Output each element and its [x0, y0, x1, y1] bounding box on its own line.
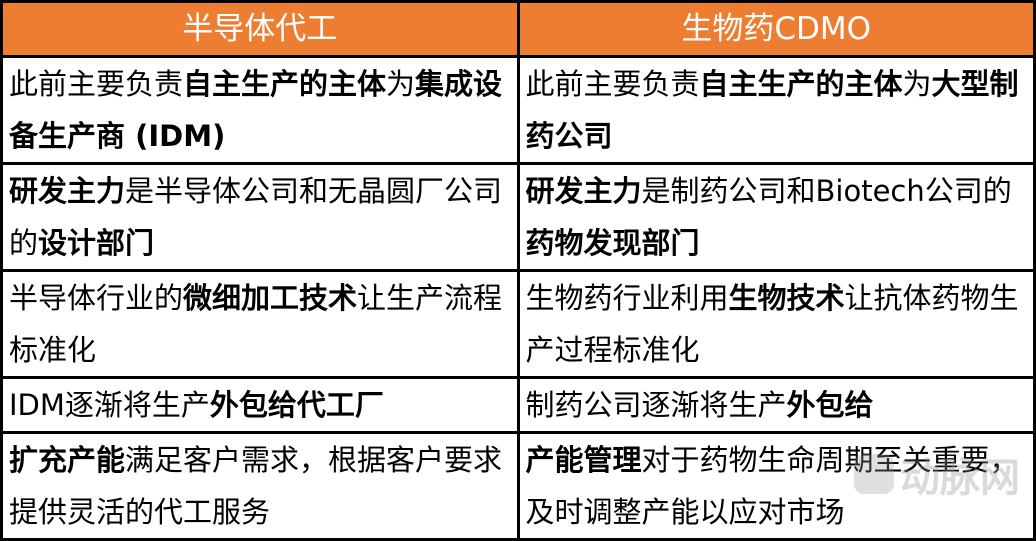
cell-biologics: 研发主力是制药公司和Biotech公司的药物发现部门	[516, 162, 1036, 272]
cell-semiconductor: 此前主要负责自主生产的主体为集成设备生产商 (IDM)	[0, 55, 520, 165]
text-segment: 半导体行业的	[9, 281, 184, 315]
text-segment: 生物药行业利用	[525, 281, 729, 315]
bold-text-segment: 药物发现部门	[525, 226, 700, 260]
bold-text-segment: 外包给	[786, 388, 874, 422]
table-row: 研发主力是半导体公司和无晶圆厂公司的设计部门 研发主力是制药公司和Biotech公…	[0, 162, 1036, 272]
cell-semiconductor: 扩充产能满足客户需求，根据客户要求提供灵活的代工服务	[0, 431, 520, 541]
text-segment: 让抗体药物生产过程标准化	[525, 281, 1019, 367]
bold-text-segment: 外包给代工厂	[209, 388, 384, 422]
bold-text-segment: 研发主力	[525, 174, 642, 208]
cell-biologics: 生物药行业利用生物技术让抗体药物生产过程标准化	[516, 269, 1036, 379]
table-row: 半导体行业的微细加工技术让生产流程标准化 生物药行业利用生物技术让抗体药物生产过程…	[0, 269, 1036, 379]
cell-semiconductor: 研发主力是半导体公司和无晶圆厂公司的设计部门	[0, 162, 520, 272]
table-row: IDM逐渐将生产外包给代工厂 制药公司逐渐将生产外包给	[0, 376, 1036, 434]
header-biologics-cdmo: 生物药CDMO	[516, 0, 1036, 58]
bold-text-segment: 微细加工技术	[183, 281, 358, 315]
table-row: 扩充产能满足客户需求，根据客户要求提供灵活的代工服务 产能管理对于药物生命周期至关…	[0, 431, 1036, 541]
text-segment: 为	[386, 67, 416, 101]
cell-biologics: 此前主要负责自主生产的主体为大型制药公司	[516, 55, 1036, 165]
cell-semiconductor: IDM逐渐将生产外包给代工厂	[0, 376, 520, 434]
bold-text-segment: 设计部门	[38, 226, 155, 260]
bold-text-segment: 集成设备生产商 (IDM)	[9, 67, 503, 153]
cell-biologics: 制药公司逐渐将生产外包给	[516, 376, 1036, 434]
text-segment: 此前主要负责	[9, 67, 184, 101]
bold-text-segment: 研发主力	[9, 174, 126, 208]
cell-semiconductor: 半导体行业的微细加工技术让生产流程标准化	[0, 269, 520, 379]
text-segment: 是制药公司和Biotech公司的	[641, 174, 1012, 208]
text-segment: IDM逐渐将生产	[9, 388, 210, 422]
bold-text-segment: 产能管理	[525, 443, 642, 477]
bold-text-segment: 扩充产能	[9, 443, 126, 477]
bold-text-segment: 自主生产的主体	[699, 67, 903, 101]
text-segment: 是半导体公司和无晶圆厂公司的	[9, 174, 503, 260]
header-semiconductor-foundry: 半导体代工	[0, 0, 520, 58]
text-segment: 制药公司逐渐将生产	[525, 388, 787, 422]
bold-text-segment: 大型制药公司	[525, 67, 1019, 153]
table-row: 此前主要负责自主生产的主体为集成设备生产商 (IDM) 此前主要负责自主生产的主体…	[0, 55, 1036, 165]
bold-text-segment: 生物技术	[728, 281, 845, 315]
text-segment: 此前主要负责	[525, 67, 700, 101]
text-segment: 让生产流程标准化	[9, 281, 503, 367]
header-row: 半导体代工 生物药CDMO	[0, 0, 1036, 58]
text-segment: 为	[902, 67, 932, 101]
cell-biologics: 产能管理对于药物生命周期至关重要，及时调整产能以应对市场	[516, 431, 1036, 541]
bold-text-segment: 自主生产的主体	[183, 67, 387, 101]
